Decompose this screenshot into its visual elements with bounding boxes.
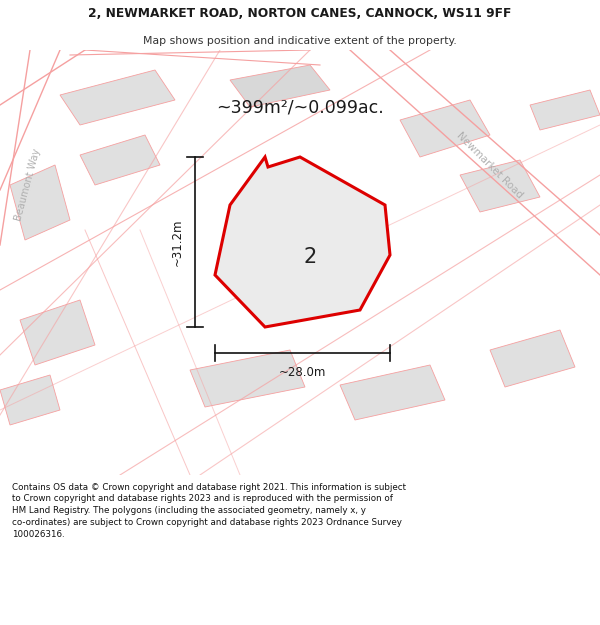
Polygon shape (10, 165, 70, 240)
Polygon shape (530, 90, 600, 130)
Polygon shape (0, 375, 60, 425)
Polygon shape (20, 300, 95, 365)
Polygon shape (460, 160, 540, 212)
Text: ~399m²/~0.099ac.: ~399m²/~0.099ac. (216, 98, 384, 116)
Text: 2, NEWMARKET ROAD, NORTON CANES, CANNOCK, WS11 9FF: 2, NEWMARKET ROAD, NORTON CANES, CANNOCK… (88, 8, 512, 20)
Text: Beaumont Way: Beaumont Way (14, 148, 43, 222)
Text: ~28.0m: ~28.0m (279, 366, 326, 379)
Polygon shape (490, 330, 575, 387)
Text: 2: 2 (304, 247, 317, 267)
Polygon shape (400, 100, 490, 157)
Polygon shape (230, 65, 330, 107)
Polygon shape (190, 350, 305, 407)
Polygon shape (215, 157, 390, 327)
Text: Contains OS data © Crown copyright and database right 2021. This information is : Contains OS data © Crown copyright and d… (12, 482, 406, 539)
Polygon shape (340, 365, 445, 420)
Polygon shape (80, 135, 160, 185)
Text: Newmarket Road: Newmarket Road (455, 130, 525, 200)
Text: Map shows position and indicative extent of the property.: Map shows position and indicative extent… (143, 36, 457, 46)
Text: ~31.2m: ~31.2m (170, 218, 184, 266)
Polygon shape (60, 70, 175, 125)
